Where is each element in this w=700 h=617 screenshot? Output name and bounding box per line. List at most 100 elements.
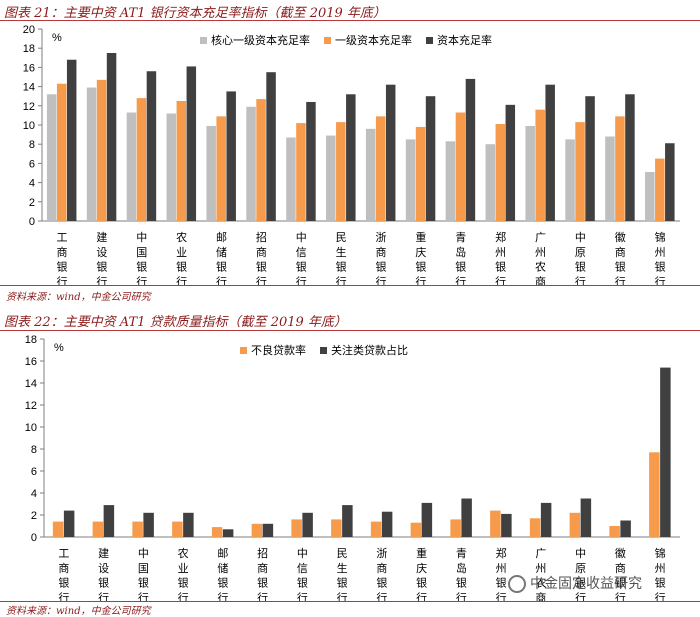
legend-swatch — [200, 37, 207, 44]
bar — [565, 139, 575, 221]
x-tick-label: 中信银行 — [297, 547, 308, 601]
y-tick-label: 8 — [31, 444, 37, 456]
bar — [146, 71, 157, 221]
bar — [535, 109, 545, 221]
x-tick-label: 广州农商行 — [535, 547, 546, 601]
bar — [256, 99, 266, 221]
bar — [585, 96, 595, 221]
bar — [410, 522, 422, 537]
bar — [529, 518, 541, 537]
legend-label: 核心一级资本充足率 — [211, 33, 310, 47]
bar — [132, 521, 143, 537]
legend-label: 不良贷款率 — [251, 343, 306, 357]
y-tick-label: 18 — [25, 334, 37, 346]
x-tick-label: 广州农商行 — [535, 231, 546, 285]
bar — [56, 83, 67, 221]
x-tick-label: 重庆银行 — [416, 546, 427, 601]
x-tick-label: 浙商银行 — [376, 547, 387, 601]
bar — [655, 158, 665, 221]
y-tick-label: 6 — [31, 466, 37, 478]
bar — [46, 94, 57, 221]
bar — [106, 53, 117, 221]
bar — [625, 94, 635, 221]
y-tick-label: 14 — [25, 378, 37, 390]
x-tick-label: 工商银行 — [58, 547, 69, 601]
bar — [226, 91, 236, 222]
bar — [495, 124, 506, 221]
bar — [186, 66, 197, 221]
bar — [501, 513, 512, 537]
bar — [461, 498, 472, 537]
bar — [66, 59, 77, 221]
figure-title: 图表 21：主要中资 AT1 银行资本充足率指标（截至 2019 年底） — [4, 6, 386, 21]
y-tick-label: 16 — [25, 356, 37, 368]
title-rule — [0, 330, 700, 331]
bar — [286, 137, 296, 221]
wechat-icon — [508, 575, 526, 593]
bar — [545, 84, 555, 222]
x-tick-label: 农业银行 — [176, 230, 187, 285]
bar — [455, 112, 466, 221]
y-tick-label: 4 — [31, 488, 37, 500]
x-tick-label: 中国银行 — [138, 547, 149, 601]
y-tick-label: 10 — [23, 120, 35, 132]
bar — [342, 505, 353, 537]
y-tick-label: 2 — [31, 510, 37, 522]
bar — [176, 101, 187, 221]
bar — [216, 116, 226, 221]
y-tick-label: 10 — [25, 422, 37, 434]
x-tick-label: 重庆银行 — [415, 230, 426, 285]
bar — [52, 521, 64, 537]
x-tick-label: 郑州银行 — [495, 230, 506, 285]
x-tick-label: 建设银行 — [98, 546, 109, 601]
bar — [86, 87, 97, 221]
legend-label: 资本充足率 — [437, 33, 492, 47]
bar — [505, 104, 516, 221]
bar — [465, 78, 476, 221]
bar — [370, 521, 382, 537]
y-tick-label: 4 — [29, 178, 35, 190]
bar — [306, 101, 316, 221]
bar — [365, 128, 376, 221]
figure-title: 图表 22：主要中资 AT1 贷款质量指标（截至 2019 年底） — [4, 315, 347, 330]
bar — [222, 529, 234, 537]
y-tick-label: 2 — [29, 197, 35, 209]
watermark: 中金固定收益研究 — [508, 573, 642, 593]
bar — [649, 452, 660, 537]
bar — [206, 125, 216, 221]
bar — [405, 139, 416, 221]
source-rule — [0, 285, 700, 286]
bar — [296, 123, 306, 221]
bar — [620, 520, 631, 537]
bar — [331, 519, 342, 537]
bar — [246, 106, 256, 221]
x-tick-label: 建设银行 — [96, 230, 107, 285]
bar — [490, 510, 501, 537]
x-tick-label: 浙商银行 — [375, 231, 386, 285]
bar — [645, 172, 655, 221]
bar — [92, 521, 104, 537]
bar — [540, 502, 552, 537]
y-tick-label: 16 — [23, 62, 35, 74]
bar — [126, 112, 137, 221]
bar — [615, 116, 625, 221]
y-tick-label: 12 — [23, 101, 35, 113]
bar — [385, 84, 396, 222]
bar — [375, 116, 386, 221]
bar — [425, 96, 436, 221]
x-tick-label: 邮储银行 — [217, 547, 228, 601]
legend-swatch — [324, 37, 331, 44]
bar — [605, 136, 615, 221]
source-rule — [0, 601, 700, 602]
bar — [575, 122, 585, 221]
x-tick-label: 招商银行 — [257, 546, 268, 601]
x-tick-label: 郑州银行 — [496, 546, 507, 601]
bar — [262, 523, 274, 537]
legend-swatch — [426, 37, 433, 44]
y-tick-label: 0 — [31, 532, 37, 544]
y-unit-label: % — [52, 32, 62, 44]
bar — [291, 519, 302, 537]
bar — [326, 135, 336, 221]
bar — [96, 79, 107, 221]
bar — [336, 122, 346, 221]
